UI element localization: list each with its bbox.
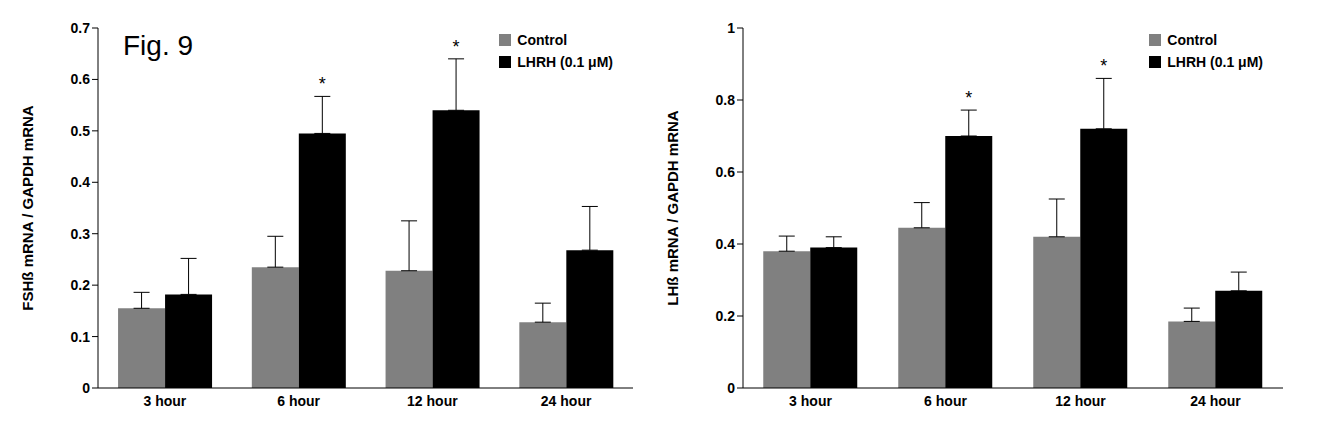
svg-text:*: * [965, 88, 972, 108]
svg-text:24 hour: 24 hour [541, 393, 592, 409]
html-text:Control: Control [1167, 32, 1218, 48]
svg-text:0.8: 0.8 [716, 92, 736, 108]
html-text:Control: Control [517, 32, 568, 48]
svg-text:24 hour: 24 hour [1190, 393, 1241, 409]
svg-text:*: * [453, 37, 460, 57]
svg-text:0.7: 0.7 [71, 20, 91, 36]
svg-text:3 hour: 3 hour [789, 393, 832, 409]
svg-text:0.1: 0.1 [71, 329, 91, 345]
svg-text:0.2: 0.2 [716, 308, 736, 324]
svg-text:0.4: 0.4 [71, 174, 91, 190]
svg-text:FSHß mRNA / GAPDH mRNA: FSHß mRNA / GAPDH mRNA [19, 105, 36, 310]
svg-text:6 hour: 6 hour [277, 393, 320, 409]
svg-text:0.2: 0.2 [71, 277, 91, 293]
html-text:Fig. 9: Fig. 9 [123, 30, 193, 61]
svg-text:LHß mRNA / GAPDH mRNA: LHß mRNA / GAPDH mRNA [664, 110, 681, 305]
svg-text:0.4: 0.4 [716, 236, 736, 252]
svg-text:*: * [319, 74, 326, 94]
svg-text:*: * [1100, 56, 1107, 76]
svg-text:3 hour: 3 hour [143, 393, 186, 409]
svg-text:12 hour: 12 hour [407, 393, 458, 409]
html-text:LHRH (0.1 μM): LHRH (0.1 μM) [1167, 54, 1263, 70]
svg-text:0.5: 0.5 [71, 123, 91, 139]
svg-text:0.6: 0.6 [71, 71, 91, 87]
svg-text:0.6: 0.6 [716, 164, 736, 180]
svg-text:0.3: 0.3 [71, 226, 91, 242]
html-text:LHRH (0.1 μM): LHRH (0.1 μM) [517, 54, 613, 70]
svg-text:0: 0 [727, 380, 735, 396]
svg-text:1: 1 [727, 20, 735, 36]
svg-text:12 hour: 12 hour [1055, 393, 1106, 409]
svg-text:0: 0 [82, 380, 90, 396]
svg-text:6 hour: 6 hour [924, 393, 967, 409]
